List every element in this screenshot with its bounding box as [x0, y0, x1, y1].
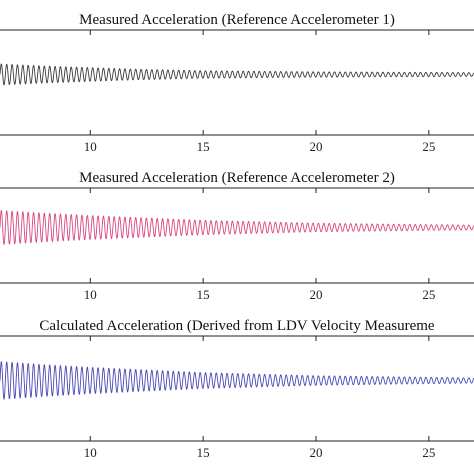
x-tick-label: 20	[310, 287, 323, 302]
series-line-1	[0, 63, 474, 86]
axes-frame	[0, 335, 474, 442]
x-tick-label: 20	[310, 139, 323, 154]
x-tick-label: 20	[310, 445, 323, 460]
series-line-1	[0, 209, 474, 246]
series-line-1	[0, 360, 474, 400]
axes-frame	[0, 187, 474, 284]
x-tick-label: 15	[197, 139, 210, 154]
x-tick-label: 10	[84, 139, 97, 154]
x-tick-label: 25	[422, 445, 435, 460]
chart-title: Measured Acceleration (Reference Acceler…	[79, 170, 395, 186]
chart-title: Measured Acceleration (Reference Acceler…	[79, 12, 395, 28]
x-tick-label: 10	[84, 287, 97, 302]
chart-panel-1: Measured Acceleration (Reference Acceler…	[0, 12, 474, 154]
axes-frame	[0, 29, 474, 136]
x-tick-label: 15	[197, 287, 210, 302]
chart-panel-2: Measured Acceleration (Reference Acceler…	[0, 170, 474, 302]
x-tick-label: 10	[84, 445, 97, 460]
chart-panel-3: Calculated Acceleration (Derived from LD…	[0, 318, 474, 460]
x-tick-label: 25	[422, 139, 435, 154]
x-tick-label: 15	[197, 445, 210, 460]
x-tick-label: 25	[422, 287, 435, 302]
chart-title: Calculated Acceleration (Derived from LD…	[39, 318, 434, 334]
